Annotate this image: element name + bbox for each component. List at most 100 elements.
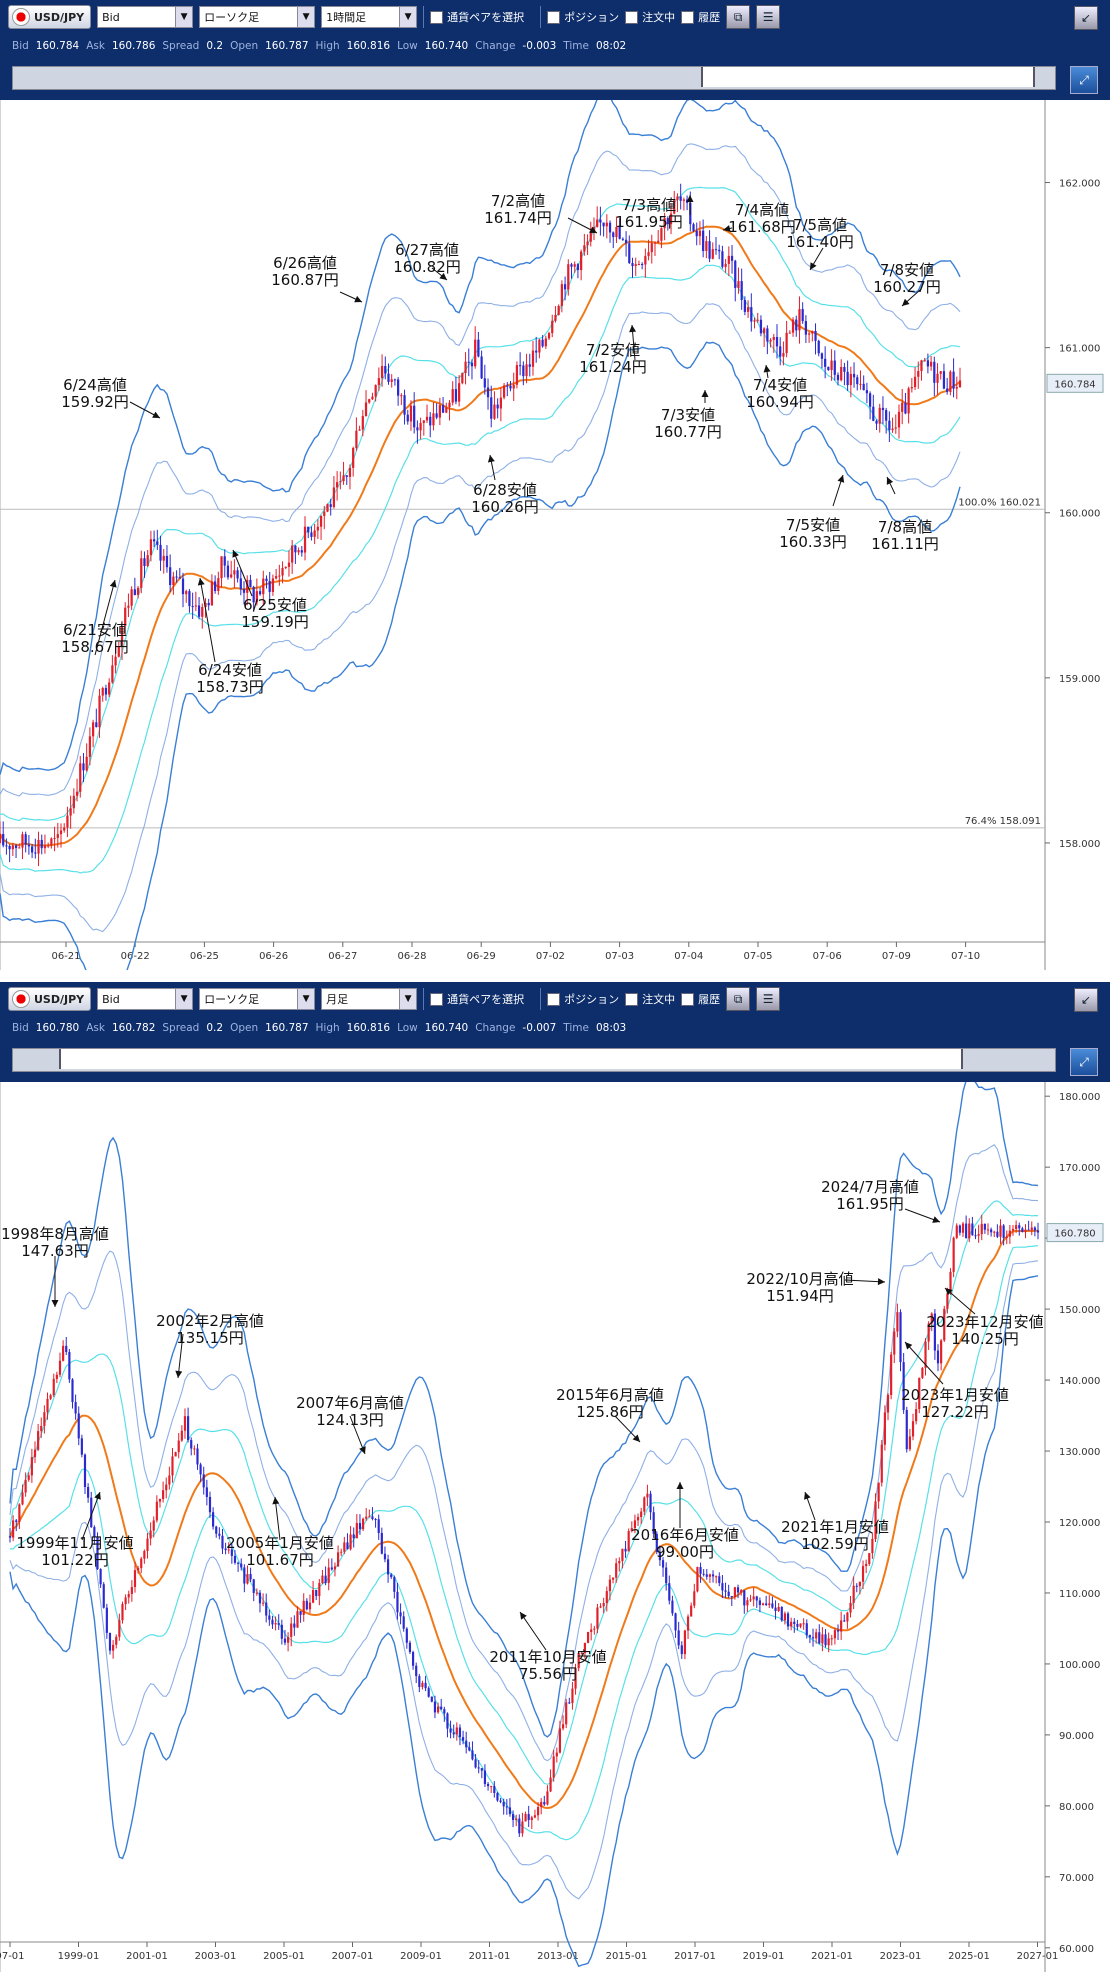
price-type-select[interactable]: Bid ▼ xyxy=(97,6,194,28)
candle-body xyxy=(368,1516,371,1518)
order-checkbox[interactable]: 注文中 xyxy=(625,9,675,25)
candle-body xyxy=(538,339,541,353)
candle-body xyxy=(387,373,390,382)
candle-body xyxy=(80,1438,83,1455)
candle-body xyxy=(615,226,618,238)
order-checkbox[interactable]: 注文中 xyxy=(625,991,675,1007)
position-checkbox[interactable]: ポジション xyxy=(547,9,619,25)
candle-body xyxy=(711,249,714,259)
x-tick-label: 2015-01 xyxy=(606,1951,648,1962)
currency-pair-button[interactable]: USD/JPY xyxy=(8,987,92,1011)
candle-body xyxy=(715,1576,718,1578)
candle-body xyxy=(393,1577,396,1592)
monthly-chart[interactable]: 60.000 70.000 80.000 90.000 100.000 110.000 12… xyxy=(0,1082,1110,1972)
candle-body xyxy=(811,331,814,334)
candle-body xyxy=(618,1561,621,1564)
pair-select-checkbox[interactable]: 通貨ペアを選択 xyxy=(430,9,524,25)
candle-body xyxy=(252,586,255,603)
candle-body xyxy=(796,1624,799,1627)
chart-style-select[interactable]: ローソク足 ▼ xyxy=(199,988,316,1010)
candle-body xyxy=(108,682,111,695)
candle-body xyxy=(40,1425,43,1432)
x-tick-label: 2001-01 xyxy=(126,1951,168,1962)
minimize-icon[interactable]: ↙ xyxy=(1074,988,1098,1012)
candle-body xyxy=(386,1559,390,1575)
new-window-icon[interactable]: ⧉ xyxy=(726,5,751,29)
annotation-value: 125.86円 xyxy=(576,1403,644,1421)
annotation-title: 6/27高値 xyxy=(395,241,459,259)
candle-body xyxy=(872,406,875,421)
timeframe-select[interactable]: 1時間足 ▼ xyxy=(321,6,418,28)
candle-body xyxy=(840,1620,843,1632)
candle-body xyxy=(95,722,98,728)
candle-body xyxy=(877,1482,880,1502)
candle-body xyxy=(143,558,146,566)
candle-body xyxy=(118,1620,121,1637)
candle-body xyxy=(740,1590,743,1593)
candle-body xyxy=(705,1574,708,1577)
candle-body xyxy=(777,1606,780,1611)
candle-body xyxy=(1011,1228,1015,1231)
x-tick-label: 07-06 xyxy=(813,951,842,962)
annotation-value: 147.63円 xyxy=(21,1242,89,1260)
navigator-window[interactable] xyxy=(701,67,1035,87)
annotation-arrow xyxy=(232,549,253,597)
chart-style-select[interactable]: ローソク足 ▼ xyxy=(199,6,316,28)
candle-body xyxy=(702,1573,705,1575)
list-icon[interactable]: ☰ xyxy=(756,5,781,29)
history-checkbox[interactable]: 履歴 xyxy=(681,991,720,1007)
expand-icon[interactable]: ⤢ xyxy=(1070,66,1098,94)
candle-body xyxy=(30,1457,33,1476)
candle-body xyxy=(783,1613,786,1621)
candle-body xyxy=(705,241,708,251)
x-tick-label: 2013-01 xyxy=(537,1951,579,1962)
candle-body xyxy=(480,1768,483,1771)
annotation-arrowhead xyxy=(175,1370,183,1378)
candle-body xyxy=(621,238,624,240)
candle-body xyxy=(680,1645,683,1655)
minimize-icon[interactable]: ↙ xyxy=(1074,6,1098,30)
candle-body xyxy=(602,222,605,227)
candle-body xyxy=(652,1512,655,1534)
new-window-icon[interactable]: ⧉ xyxy=(726,987,751,1011)
candle-body xyxy=(52,1378,55,1396)
candle-body xyxy=(901,402,904,412)
pair-select-checkbox[interactable]: 通貨ペアを選択 xyxy=(430,991,524,1007)
candle-body xyxy=(974,1235,977,1237)
candle-body xyxy=(536,1807,540,1816)
candle-body xyxy=(205,1487,208,1497)
candle-body xyxy=(458,383,461,402)
candle-body xyxy=(577,1652,580,1669)
position-checkbox[interactable]: ポジション xyxy=(547,991,619,1007)
candle-body xyxy=(178,577,181,579)
list-icon[interactable]: ☰ xyxy=(756,987,781,1011)
currency-pair-button[interactable]: USD/JPY xyxy=(8,5,92,29)
expand-icon[interactable]: ⤢ xyxy=(1070,1048,1098,1076)
candle-body xyxy=(169,567,172,586)
navigator-window[interactable] xyxy=(59,1049,963,1069)
candle-body xyxy=(177,1440,180,1453)
candle-body xyxy=(804,321,808,335)
price-type-select[interactable]: Bid ▼ xyxy=(97,988,194,1010)
hourly-chart[interactable]: 158.000 159.000 160.000 161.000 162.000 06-21… xyxy=(0,100,1110,970)
candle-body xyxy=(724,1590,727,1592)
history-checkbox[interactable]: 履歴 xyxy=(681,9,720,25)
candle-body xyxy=(406,414,409,422)
candle-body xyxy=(824,358,827,367)
annotation-arrowhead xyxy=(804,1492,811,1500)
candle-body xyxy=(30,846,34,853)
timeframe-select[interactable]: 月足 ▼ xyxy=(321,988,418,1010)
annotation-value: 159.92円 xyxy=(61,393,129,411)
candle-body xyxy=(316,526,319,531)
candle-body xyxy=(677,1630,680,1646)
navigator-scrollbar[interactable] xyxy=(12,1048,1056,1072)
candle-body xyxy=(114,656,117,666)
candle-body xyxy=(287,1636,290,1643)
annotation-value: 161.68円 xyxy=(728,218,796,236)
current-price-label: 160.784 xyxy=(1054,379,1095,390)
toolbar-2: USD/JPY Bid ▼ ローソク足 ▼ 月足 ▼ 通貨ペアを選択 ポジション 注文… xyxy=(0,982,1110,1082)
candle-body xyxy=(683,1630,687,1655)
navigator-scrollbar[interactable] xyxy=(12,66,1056,90)
candle-body xyxy=(902,1362,905,1410)
candle-body xyxy=(631,262,634,267)
